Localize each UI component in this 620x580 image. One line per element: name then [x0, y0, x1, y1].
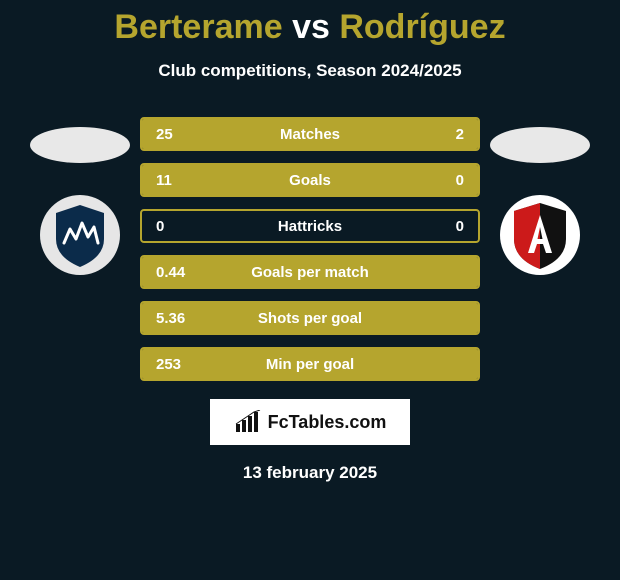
player2-placeholder — [490, 127, 590, 163]
brand-box: FcTables.com — [210, 399, 410, 445]
stat-value-left: 25 — [142, 126, 202, 143]
main-layout: 25Matches211Goals00Hattricks00.44Goals p… — [0, 117, 620, 381]
stat-row: 25Matches2 — [140, 117, 480, 151]
crest-right — [500, 195, 580, 275]
stats-column: 25Matches211Goals00Hattricks00.44Goals p… — [140, 117, 480, 381]
title-player1: Berterame — [114, 8, 282, 46]
stat-value-left: 253 — [142, 356, 202, 373]
subtitle: Club competitions, Season 2024/2025 — [0, 61, 620, 81]
brand-text: FcTables.com — [268, 412, 387, 433]
stat-label: Goals — [202, 172, 418, 189]
stat-value-right: 2 — [418, 126, 478, 143]
title-vs: vs — [292, 8, 330, 46]
stat-label: Matches — [202, 126, 418, 143]
stat-row: 11Goals0 — [140, 163, 480, 197]
comparison-card: Berterame vs Rodríguez Club competitions… — [0, 0, 620, 580]
stat-value-right: 0 — [418, 172, 478, 189]
stat-value-left: 0 — [142, 218, 202, 235]
right-side — [490, 117, 590, 275]
stat-value-left: 5.36 — [142, 310, 202, 327]
stat-label: Hattricks — [202, 218, 418, 235]
stat-row: 253Min per goal — [140, 347, 480, 381]
stat-row: 5.36Shots per goal — [140, 301, 480, 335]
title-player2: Rodríguez — [339, 8, 505, 46]
stat-value-left: 0.44 — [142, 264, 202, 281]
stat-row: 0.44Goals per match — [140, 255, 480, 289]
atlas-crest-icon — [500, 195, 580, 275]
player1-placeholder — [30, 127, 130, 163]
fctables-chart-icon — [234, 410, 262, 434]
date: 13 february 2025 — [0, 463, 620, 483]
left-side — [30, 117, 130, 275]
stat-label: Shots per goal — [202, 310, 418, 327]
stat-label: Min per goal — [202, 356, 418, 373]
title: Berterame vs Rodríguez — [0, 8, 620, 47]
stat-value-left: 11 — [142, 172, 202, 189]
stat-row: 0Hattricks0 — [140, 209, 480, 243]
stat-value-right: 0 — [418, 218, 478, 235]
crest-left — [40, 195, 120, 275]
monterrey-crest-icon — [40, 195, 120, 275]
stat-label: Goals per match — [202, 264, 418, 281]
